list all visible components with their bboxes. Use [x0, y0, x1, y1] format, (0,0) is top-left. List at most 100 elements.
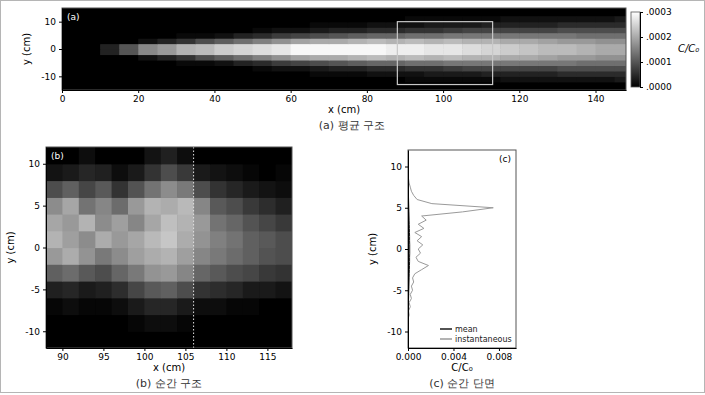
heatmap-cell — [615, 60, 626, 66]
colorbar — [631, 12, 640, 87]
heatmap-cell — [386, 22, 406, 28]
heatmap-cell — [276, 231, 292, 248]
heatmap-cell — [233, 38, 253, 44]
heatmap-cell — [538, 60, 558, 66]
heatmap-cell — [310, 49, 330, 55]
heatmap-cell — [329, 44, 349, 50]
heatmap-cell — [481, 60, 501, 66]
heatmap-cell — [259, 231, 276, 248]
heatmap-cell — [576, 65, 596, 71]
tick: 120 — [511, 90, 528, 104]
heatmap-cell — [500, 54, 520, 60]
heatmap-cell — [481, 65, 501, 71]
heatmap-cell — [79, 298, 96, 315]
x-axis-title: x (cm) — [153, 362, 185, 373]
heatmap-cell — [46, 331, 63, 348]
heatmap-cell — [500, 27, 520, 33]
heatmap-cell — [519, 65, 539, 71]
heatmap-cell — [576, 38, 596, 44]
heatmap-cell — [259, 181, 276, 198]
heatmap-cell — [119, 76, 139, 82]
heatmap-cell — [95, 331, 112, 348]
heatmap-cell — [233, 33, 253, 39]
heatmap-cell — [329, 76, 349, 82]
tick-mark — [144, 348, 145, 351]
heatmap-cell — [194, 147, 211, 164]
heatmap-cell — [138, 49, 158, 55]
tick-mark — [405, 208, 408, 209]
tick-mark — [59, 22, 62, 23]
tick: 10 — [391, 162, 408, 172]
heatmap-cell — [243, 231, 260, 248]
heatmap-cell — [177, 264, 194, 281]
tick-mark — [185, 348, 186, 351]
heatmap-cell — [405, 76, 425, 82]
heatmap-cell — [210, 298, 227, 315]
tick-label: 0 — [34, 243, 40, 253]
heatmap-cell — [161, 147, 178, 164]
heatmap-cell — [500, 65, 520, 71]
heatmap-cell — [119, 54, 139, 60]
plot-background — [62, 8, 626, 90]
heatmap-cell — [329, 71, 349, 77]
heatmap-cell — [144, 147, 161, 164]
heatmap-cell — [424, 60, 444, 66]
heatmap-cell — [177, 164, 194, 181]
heatmap-cell — [259, 331, 276, 348]
heatmap-cell — [95, 164, 112, 181]
tick-label: 100 — [136, 352, 153, 362]
heatmap-cell — [462, 27, 482, 33]
heatmap-cell — [519, 60, 539, 66]
tick-label: 0.000 — [396, 352, 422, 362]
heatmap-cell — [310, 22, 330, 28]
heatmap-cell — [557, 71, 577, 77]
heatmap-cell — [177, 231, 194, 248]
heatmap-cell — [128, 164, 145, 181]
caption: (a) 평균 구조 — [319, 119, 385, 132]
heatmap-cell — [195, 71, 215, 77]
panel: 020406080100120140-10010.0000.0001.0002.… — [21, 7, 699, 132]
tick-mark — [43, 289, 46, 290]
heatmap-cell — [138, 44, 158, 50]
heatmap-cell — [615, 71, 626, 77]
heatmap-cell — [272, 33, 292, 39]
heatmap-cell — [81, 16, 101, 22]
heatmap-cell — [112, 164, 129, 181]
heatmap-cell — [161, 315, 178, 332]
tick: 0.008 — [487, 348, 513, 362]
heatmap-cell — [176, 27, 196, 33]
heatmap-cell — [176, 65, 196, 71]
tick: 80 — [362, 90, 374, 104]
heatmap-cell — [62, 65, 82, 71]
heatmap-cell — [519, 16, 539, 22]
legend-label: mean — [455, 325, 478, 334]
heatmap-cell — [596, 44, 616, 50]
heatmap-cell — [272, 38, 292, 44]
heatmap-cell — [259, 147, 276, 164]
heatmap-cell — [226, 197, 243, 214]
heatmap-cell — [405, 38, 425, 44]
tick: 110 — [218, 348, 235, 362]
tick: .0000 — [640, 82, 672, 92]
heatmap-cell — [596, 22, 616, 28]
heatmap-cell — [138, 71, 158, 77]
heatmap-cell — [210, 181, 227, 198]
panel: 0.0000.0040.008-10-50510meaninstantaneou… — [367, 150, 517, 390]
heatmap-cell — [157, 44, 177, 50]
heatmap-cell — [100, 49, 120, 55]
heatmap-cell — [62, 60, 82, 66]
heatmap-cell — [119, 16, 139, 22]
heatmap-cell — [214, 44, 234, 50]
heatmap-cell — [481, 76, 501, 82]
heatmap-cell — [62, 181, 79, 198]
heatmap-cell — [243, 248, 260, 265]
tick: 100 — [435, 90, 452, 104]
heatmap-cell — [276, 281, 292, 298]
tick-mark — [499, 348, 500, 351]
axis-line — [640, 13, 641, 88]
heatmap-cell — [500, 76, 520, 82]
heatmap-cell — [177, 197, 194, 214]
heatmap-cell — [161, 231, 178, 248]
heatmap-cell — [272, 60, 292, 66]
heatmap-cell — [253, 16, 273, 22]
